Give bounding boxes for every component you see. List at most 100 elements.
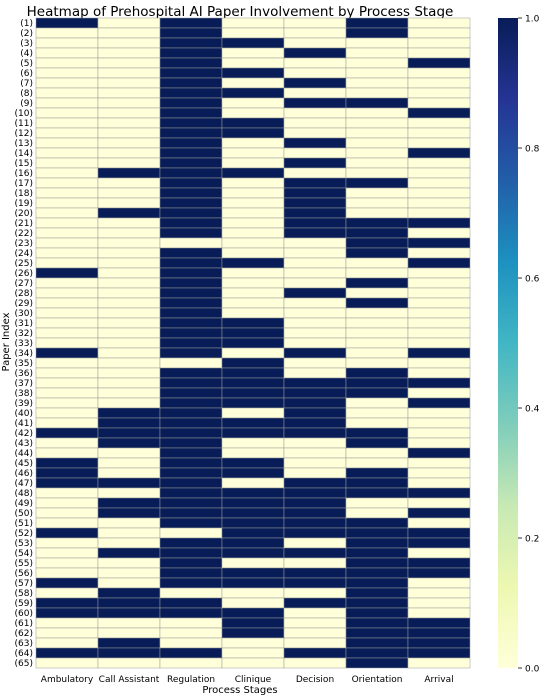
heatmap-cell: [407, 597, 471, 609]
heatmap-cell: [221, 547, 285, 559]
heatmap-cell: [345, 497, 409, 509]
heatmap-cell: [97, 277, 161, 289]
heatmap-cell: [283, 597, 347, 609]
heatmap-cell: [283, 247, 347, 259]
heatmap-cell: [345, 587, 409, 599]
heatmap-cell: [407, 87, 471, 99]
heatmap-cell: [407, 277, 471, 289]
heatmap-cell: [283, 197, 347, 209]
y-tick-label: (58): [15, 589, 33, 599]
heatmap-cell: [221, 217, 285, 229]
heatmap-cell: [283, 207, 347, 219]
heatmap-cell: [35, 187, 99, 199]
heatmap-cell: [159, 647, 223, 659]
heatmap-cell: [97, 97, 161, 109]
heatmap-cell: [283, 657, 347, 669]
heatmap-cell: [407, 57, 471, 69]
heatmap-cell: [97, 627, 161, 639]
colorbar-tick-label: 0.4: [525, 405, 540, 415]
y-tick-label: (40): [15, 409, 33, 419]
y-tick-label: (62): [15, 629, 33, 639]
heatmap-cell: [345, 357, 409, 369]
heatmap-cell: [221, 257, 285, 269]
heatmap-cell: [35, 577, 99, 589]
heatmap-cell: [221, 417, 285, 429]
heatmap-cells: [35, 17, 471, 669]
heatmap-cell: [283, 307, 347, 319]
heatmap-cell: [407, 247, 471, 259]
heatmap-cell: [35, 77, 99, 89]
heatmap-cell: [221, 357, 285, 369]
heatmap-cell: [283, 87, 347, 99]
heatmap-cell: [159, 267, 223, 279]
heatmap-cell: [407, 237, 471, 249]
heatmap-cell: [345, 237, 409, 249]
heatmap-cell: [159, 237, 223, 249]
y-tick-label: (4): [20, 49, 33, 59]
heatmap-cell: [407, 437, 471, 449]
heatmap-cell: [283, 67, 347, 79]
heatmap-cell: [283, 297, 347, 309]
y-tick-label: (13): [15, 139, 33, 149]
heatmap-cell: [407, 77, 471, 89]
heatmap-cell: [159, 307, 223, 319]
heatmap-cell: [407, 337, 471, 349]
y-tick-label: (50): [15, 509, 33, 519]
heatmap-cell: [97, 337, 161, 349]
heatmap-cell: [221, 327, 285, 339]
heatmap-cell: [221, 277, 285, 289]
heatmap-cell: [97, 147, 161, 159]
heatmap-cell: [221, 307, 285, 319]
heatmap-cell: [221, 137, 285, 149]
heatmap-cell: [97, 447, 161, 459]
heatmap-cell: [35, 557, 99, 569]
heatmap-cell: [97, 387, 161, 399]
heatmap-cell: [159, 17, 223, 29]
heatmap-cell: [283, 17, 347, 29]
heatmap-cell: [35, 157, 99, 169]
x-tick-label: Clinique: [235, 675, 272, 685]
heatmap-cell: [221, 487, 285, 499]
heatmap-cell: [221, 147, 285, 159]
heatmap-cell: [407, 657, 471, 669]
heatmap-cell: [345, 57, 409, 69]
heatmap-cell: [407, 517, 471, 529]
heatmap-cell: [345, 307, 409, 319]
heatmap-cell: [221, 437, 285, 449]
heatmap-cell: [35, 397, 99, 409]
heatmap-cell: [407, 367, 471, 379]
heatmap-cell: [283, 127, 347, 139]
heatmap-cell: [97, 377, 161, 389]
heatmap-cell: [35, 417, 99, 429]
heatmap-cell: [35, 127, 99, 139]
heatmap-cell: [407, 577, 471, 589]
heatmap-cell: [345, 447, 409, 459]
heatmap-cell: [35, 507, 99, 519]
heatmap-cell: [407, 377, 471, 389]
heatmap-cell: [221, 387, 285, 399]
heatmap-cell: [97, 397, 161, 409]
y-tick-label: (7): [20, 79, 33, 89]
heatmap-cell: [35, 97, 99, 109]
heatmap-cell: [283, 457, 347, 469]
heatmap-cell: [221, 367, 285, 379]
heatmap-cell: [97, 537, 161, 549]
heatmap-cell: [407, 417, 471, 429]
y-tick-label: (6): [20, 69, 33, 79]
heatmap-cell: [283, 627, 347, 639]
heatmap-cell: [283, 617, 347, 629]
heatmap-cell: [159, 117, 223, 129]
x-tick-label: Ambulatory: [41, 675, 94, 685]
y-tick-label: (25): [15, 259, 33, 269]
heatmap-cell: [97, 307, 161, 319]
heatmap-cell: [35, 227, 99, 239]
heatmap-cell: [345, 417, 409, 429]
heatmap-cell: [283, 147, 347, 159]
heatmap-cell: [159, 187, 223, 199]
y-tick-label: (52): [15, 529, 33, 539]
y-tick-label: (53): [15, 539, 33, 549]
y-tick-label: (17): [15, 179, 33, 189]
heatmap-cell: [35, 27, 99, 39]
heatmap-cell: [283, 577, 347, 589]
heatmap-cell: [283, 357, 347, 369]
